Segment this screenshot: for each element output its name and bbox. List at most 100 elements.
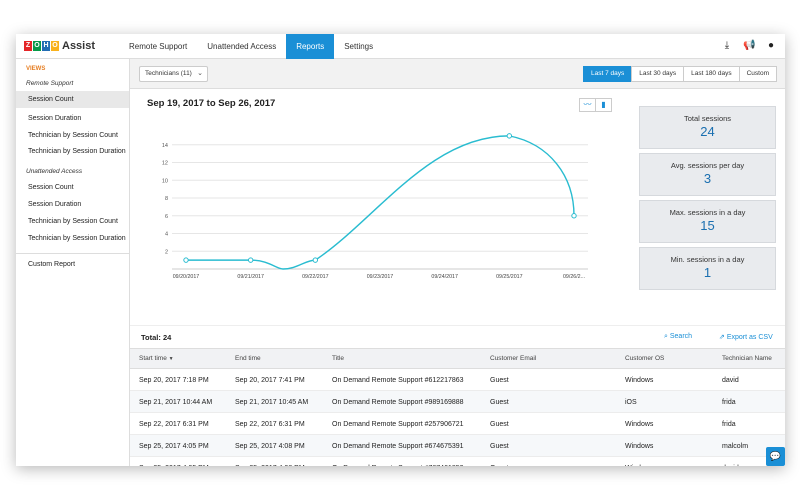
cell-end-time: Sep 22, 2017 6:31 PM	[235, 421, 305, 428]
col-customer-email[interactable]: Customer Email	[490, 355, 537, 362]
views-heading: VIEWS	[26, 66, 46, 72]
cell-end-time: Sep 25, 2017 4:08 PM	[235, 443, 305, 450]
technicians-dropdown-value: Technicians (11)	[145, 70, 192, 77]
stat-value: 15	[700, 218, 715, 233]
sidebar-item-rs-session-duration[interactable]: Session Duration	[28, 115, 82, 122]
logo-tile: O	[51, 41, 59, 51]
megaphone-icon[interactable]: 📢	[743, 40, 756, 51]
export-icon: ⇗	[719, 334, 725, 341]
y-tick-label: 2	[165, 249, 168, 255]
data-point	[183, 257, 189, 263]
cell-title: On Demand Remote Support #674675391	[332, 443, 464, 450]
table-row[interactable]: Sep 20, 2017 7:18 PM Sep 20, 2017 7:41 PM…	[130, 369, 785, 391]
filter-bar: Technicians (11) ⌄ Last 7 days Last 30 d…	[130, 59, 785, 89]
cell-title: On Demand Remote Support #257906721	[332, 421, 464, 428]
cell-start-time: Sep 20, 2017 7:18 PM	[139, 377, 209, 384]
export-label: Export as CSV	[726, 334, 773, 341]
y-tick-label: 4	[165, 232, 168, 238]
x-tick-label: 09/26/2...	[563, 274, 585, 280]
stat-label: Min. sessions in a day	[670, 255, 745, 264]
table-row[interactable]: Sep 25, 2017 4:05 PM Sep 25, 2017 4:08 PM…	[130, 457, 785, 466]
cell-technician-name: david	[722, 377, 739, 384]
stat-avg-sessions: Avg. sessions per day 3	[639, 153, 776, 196]
logo-tile: Z	[24, 41, 32, 51]
stat-value: 24	[700, 124, 715, 139]
download-icon[interactable]: ⤓	[724, 40, 730, 51]
search-link[interactable]: ⌕ Search	[664, 333, 692, 341]
x-tick-label: 09/21/2017	[237, 274, 264, 280]
sidebar-divider	[16, 253, 129, 254]
line-chart-icon[interactable]: 〰	[579, 98, 596, 112]
cell-technician-name: frida	[722, 399, 736, 406]
col-end-time[interactable]: End time	[235, 355, 261, 362]
cell-title: On Demand Remote Support #612217863	[332, 377, 464, 384]
search-icon: ⌕	[664, 333, 668, 340]
table-row[interactable]: Sep 21, 2017 10:44 AM Sep 21, 2017 10:45 …	[130, 391, 785, 413]
range-last-180-days-button[interactable]: Last 180 days	[683, 66, 740, 82]
stat-label: Avg. sessions per day	[670, 161, 745, 170]
stat-value: 1	[703, 265, 712, 280]
col-customer-os[interactable]: Customer OS	[625, 355, 665, 362]
cell-customer-os: Windows	[625, 443, 654, 450]
cell-end-time: Sep 21, 2017 10:45 AM	[235, 399, 309, 406]
data-point	[247, 257, 254, 263]
sidebar-item-ua-session-duration[interactable]: Session Duration	[28, 201, 82, 208]
sidebar-item-ua-tech-count[interactable]: Technician by Session Count	[28, 218, 118, 225]
sidebar: VIEWS Remote Support Session Count Sessi…	[16, 59, 130, 466]
cell-title: On Demand Remote Support #989169888	[332, 399, 464, 406]
cell-customer-email: Guest	[490, 377, 509, 384]
chart-panel: Sep 19, 2017 to Sep 26, 2017 〰 ▮ 2 4 6 8 10 1…	[130, 89, 630, 301]
tab-settings[interactable]: Settings	[344, 41, 374, 51]
col-title[interactable]: Title	[332, 355, 345, 362]
sidebar-item-rs-tech-count[interactable]: Technician by Session Count	[28, 132, 118, 139]
brand-name: Assist	[62, 40, 96, 52]
cell-start-time: Sep 25, 2017 4:05 PM	[139, 443, 209, 450]
sidebar-item-rs-tech-duration[interactable]: Technician by Session Duration	[28, 148, 126, 155]
table-row[interactable]: Sep 25, 2017 4:05 PM Sep 25, 2017 4:08 PM…	[130, 435, 785, 457]
col-technician-name[interactable]: Technician Name	[722, 355, 772, 362]
chat-icon[interactable]: 💬	[766, 447, 785, 466]
data-point	[571, 213, 577, 219]
stat-total-sessions: Total sessions 24	[639, 106, 776, 149]
sidebar-item-ua-session-count[interactable]: Session Count	[28, 184, 74, 191]
x-tick-label: 09/22/2017	[302, 274, 329, 280]
cell-customer-os: Windows	[625, 377, 654, 384]
cell-customer-email: Guest	[490, 443, 509, 450]
group-unattended-access: Unattended Access	[26, 168, 83, 175]
tab-remote-support[interactable]: Remote Support	[129, 41, 188, 51]
range-last-30-days-button[interactable]: Last 30 days	[631, 66, 685, 82]
cell-technician-name: frida	[722, 421, 736, 428]
sort-desc-icon: ▼	[168, 356, 174, 362]
stat-value: 3	[703, 171, 712, 186]
range-custom-button[interactable]: Custom	[738, 66, 777, 82]
bar-chart-icon[interactable]: ▮	[595, 98, 612, 112]
user-icon[interactable]: ●	[767, 40, 775, 51]
tab-reports[interactable]: Reports	[286, 34, 335, 59]
sidebar-item-custom-report[interactable]: Custom Report	[28, 261, 76, 268]
export-csv-link[interactable]: ⇗ Export as CSV	[719, 333, 773, 341]
table-header: Start time ▼ End time Title Customer Ema…	[130, 348, 785, 369]
sidebar-item-ua-tech-duration[interactable]: Technician by Session Duration	[28, 235, 126, 242]
logo-tile: O	[33, 41, 41, 51]
col-start-time[interactable]: Start time ▼	[139, 355, 174, 362]
y-tick-label: 8	[165, 196, 168, 202]
table-row[interactable]: Sep 22, 2017 6:31 PM Sep 22, 2017 6:31 PM…	[130, 413, 785, 435]
cell-customer-os: iOS	[625, 399, 637, 406]
y-tick-label: 14	[162, 143, 168, 149]
cell-technician-name: david	[722, 465, 739, 466]
tab-unattended-access[interactable]: Unattended Access	[207, 41, 277, 51]
sidebar-item-rs-session-count[interactable]: Session Count	[16, 91, 129, 108]
logo-tile: H	[42, 41, 50, 51]
cell-start-time: Sep 25, 2017 4:05 PM	[139, 465, 209, 466]
x-tick-label: 09/24/2017	[431, 274, 458, 280]
technicians-dropdown[interactable]: Technicians (11) ⌄	[139, 66, 208, 82]
cell-end-time: Sep 20, 2017 7:41 PM	[235, 377, 305, 384]
total-count: Total: 24	[141, 333, 172, 342]
range-last-7-days-button[interactable]: Last 7 days	[583, 66, 633, 82]
cell-technician-name: malcolm	[722, 443, 749, 450]
x-tick-label: 09/23/2017	[367, 274, 394, 280]
chevron-down-icon: ⌄	[197, 70, 203, 77]
chart-date-range: Sep 19, 2017 to Sep 26, 2017	[147, 98, 276, 109]
